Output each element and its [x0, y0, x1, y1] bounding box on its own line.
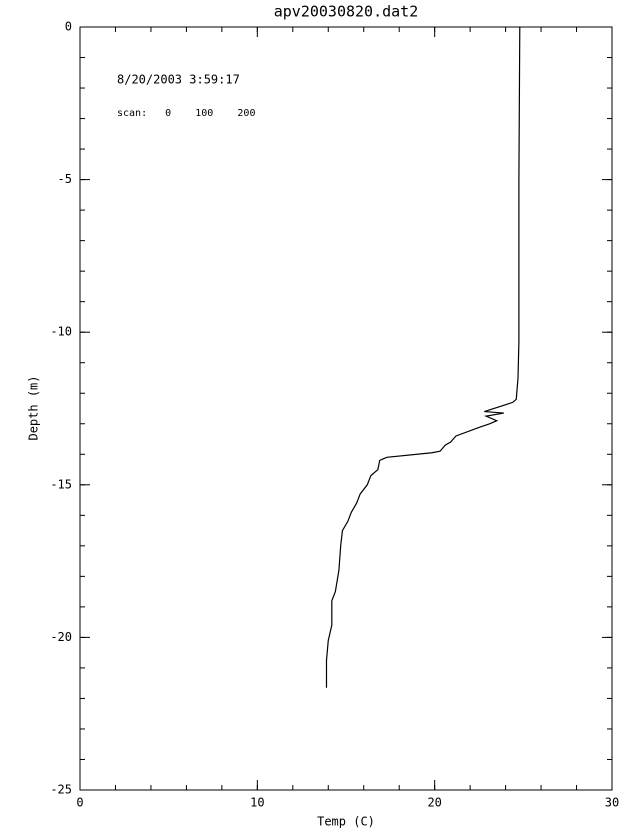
plot-frame [79, 26, 613, 791]
y-tick-label: -25 [50, 783, 72, 797]
x-tick-label: 20 [427, 796, 441, 810]
y-tick-label: -10 [50, 325, 72, 339]
y-tick-label: 0 [65, 20, 72, 34]
x-tick-label: 0 [76, 796, 83, 810]
y-axis-label: Depth (m) [27, 375, 41, 440]
chart-title: apv20030820.dat2 [274, 3, 419, 21]
data-line [325, 26, 521, 688]
x-tick-label: 10 [250, 796, 264, 810]
x-axis-label: Temp (C) [317, 815, 375, 829]
y-tick-label: -20 [50, 630, 72, 644]
y-tick-label: -15 [50, 477, 72, 491]
x-tick-label: 30 [605, 796, 619, 810]
y-tick-label: -5 [58, 172, 72, 186]
annotation: scan: 0 100 200 [117, 108, 255, 119]
annotation: 8/20/2003 3:59:17 [117, 73, 240, 87]
